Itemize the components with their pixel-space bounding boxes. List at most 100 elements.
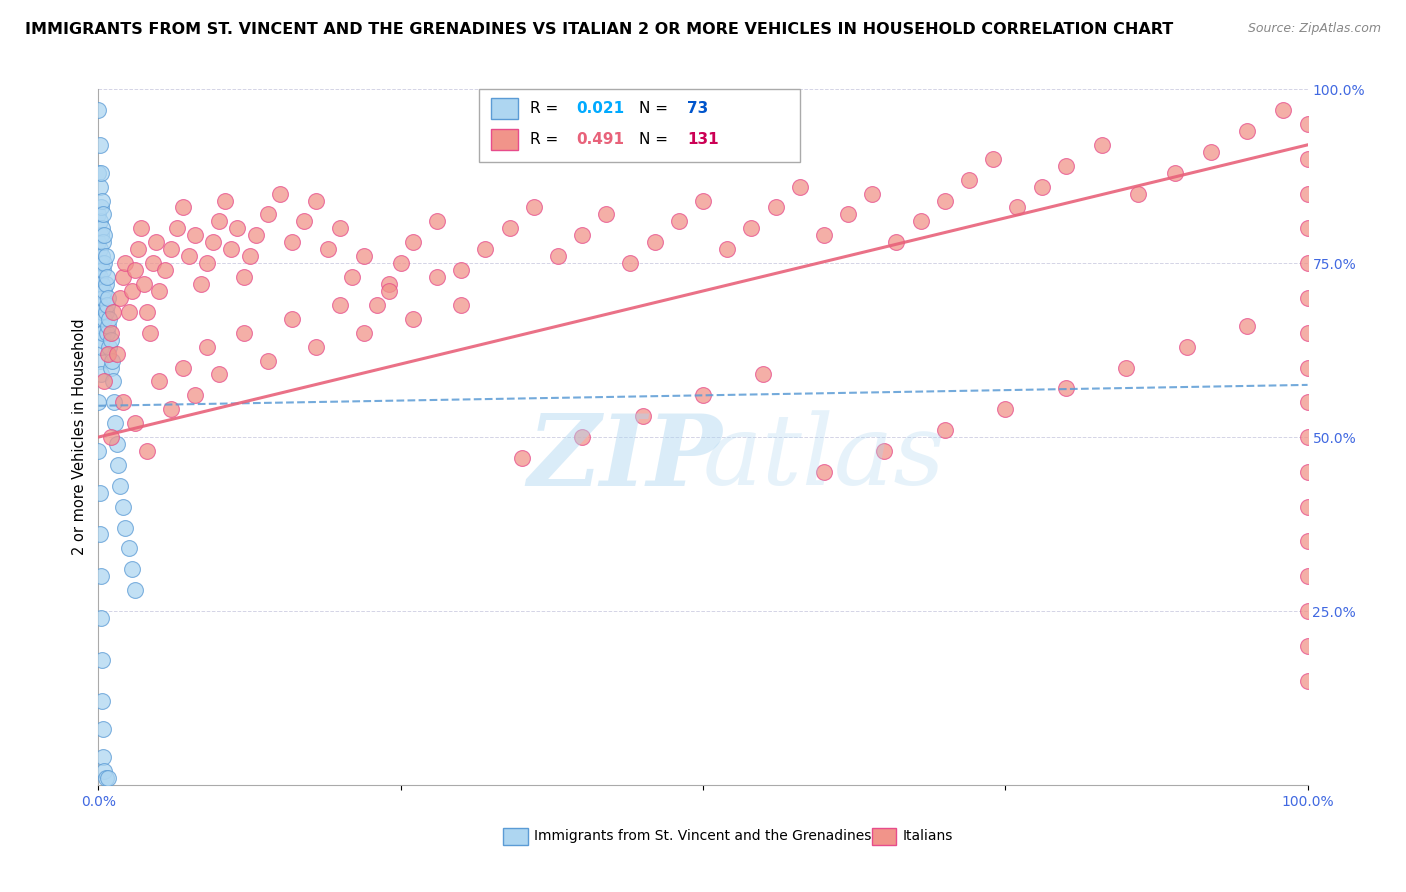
Point [644,235,666,250]
Point [111,270,134,285]
Point [1296,326,1319,340]
Point [118,541,141,556]
Point [101,375,124,389]
Point [752,368,775,382]
Point [90,166,112,180]
FancyBboxPatch shape [479,89,800,162]
Point [547,249,569,263]
Point [89,137,111,152]
Point [96,326,118,340]
Point [91,694,114,708]
Point [101,305,124,319]
Point [619,256,641,270]
Point [166,221,188,235]
Point [226,221,249,235]
Point [353,249,375,263]
Point [172,360,194,375]
Point [184,388,207,402]
Point [93,256,115,270]
Point [353,326,375,340]
Point [90,256,112,270]
Point [1296,291,1319,305]
Point [195,340,218,354]
Point [91,207,114,221]
Point [813,228,835,243]
Point [91,194,114,208]
Point [118,305,141,319]
Point [87,395,110,409]
Point [124,416,146,430]
Point [90,368,112,382]
Point [740,221,762,235]
Point [239,249,262,263]
Point [957,172,980,186]
Point [1296,221,1319,235]
Point [474,242,496,256]
Point [292,214,315,228]
Point [281,235,304,250]
Point [498,221,520,235]
Point [93,764,115,778]
Point [89,270,111,285]
Point [402,235,425,250]
Point [1296,152,1319,166]
Point [100,360,122,375]
Point [190,277,212,291]
Point [426,214,449,228]
Point [886,235,908,250]
Point [202,235,225,250]
Point [1115,360,1137,375]
Point [1054,381,1077,395]
Point [692,194,714,208]
Point [93,311,115,326]
Point [994,402,1017,417]
Point [105,437,128,451]
Point [89,179,111,194]
Point [87,444,110,458]
Point [1296,569,1319,583]
Point [1296,117,1319,131]
Point [87,166,110,180]
Point [114,256,136,270]
Point [1007,201,1029,215]
Point [214,194,236,208]
Point [1163,166,1185,180]
Point [1296,639,1319,653]
Point [179,249,201,263]
Point [127,242,149,256]
Point [208,368,231,382]
Text: Italians: Italians [903,830,953,844]
Point [1296,186,1319,201]
Point [114,520,136,534]
Point [245,228,267,243]
Point [93,375,115,389]
Point [232,270,254,285]
Point [104,416,127,430]
Point [910,214,932,228]
Point [97,318,120,333]
Point [89,298,111,312]
Point [232,326,254,340]
Point [1296,430,1319,444]
Point [111,395,134,409]
Point [571,430,593,444]
Point [1296,465,1319,479]
Point [91,263,114,277]
Text: ZIP: ZIP [527,409,721,506]
Point [94,305,117,319]
Point [93,228,115,243]
Point [873,444,896,458]
Point [90,228,112,243]
Point [1296,395,1319,409]
Point [135,305,157,319]
Point [96,298,118,312]
Point [91,277,114,291]
Point [450,263,472,277]
Point [813,465,835,479]
Point [100,353,122,368]
Point [90,201,112,215]
Text: 0.491: 0.491 [576,132,624,147]
Point [142,256,165,270]
Text: R =: R = [530,132,564,147]
Text: 73: 73 [688,101,709,116]
